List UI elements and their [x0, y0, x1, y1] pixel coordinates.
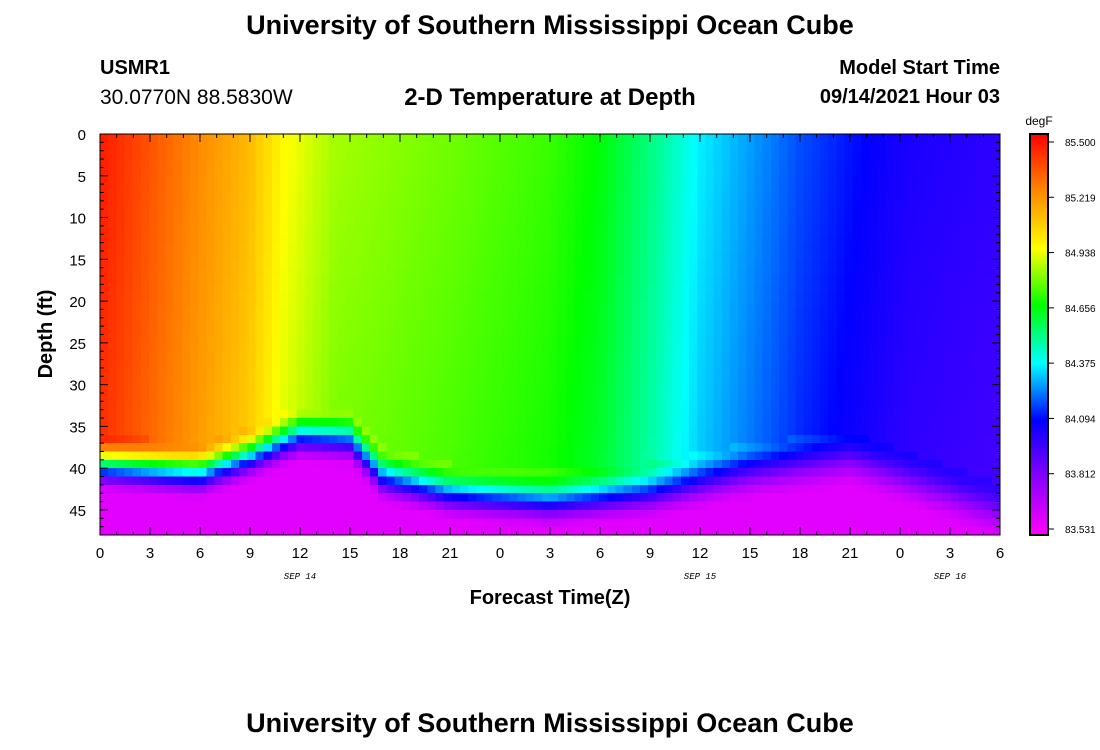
y-axis: 0 5 10 15 20 25 30 35 40 45 — [69, 127, 1000, 536]
x-tick-label: 9 — [246, 545, 254, 562]
colorbar-tick-label: 83.531 — [1065, 525, 1096, 536]
heatmap-image — [100, 134, 1000, 535]
date-label: SEP 15 — [684, 572, 717, 582]
y-tick-label: 25 — [69, 336, 86, 353]
y-tick-label: 30 — [69, 378, 86, 395]
colorbar-ticks: 85.500 85.219 84.938 84.656 84.375 84.094 83.8… — [1048, 138, 1096, 536]
date-label: SEP 14 — [284, 572, 316, 582]
colorbar-unit: degF — [1025, 114, 1052, 128]
x-tick-label: 21 — [842, 545, 859, 562]
colorbar-tick-label: 84.375 — [1065, 359, 1096, 370]
colorbar-fill — [1029, 133, 1049, 536]
station-id: USMR1 — [100, 57, 171, 79]
x-tick-label: 9 — [646, 545, 654, 562]
model-start-value: 09/14/2021 Hour 03 — [819, 86, 1000, 108]
station-coordinates: 30.0770N 88.5830W — [100, 86, 293, 109]
y-tick-label: 20 — [69, 294, 86, 311]
x-axis: 0 3 6 9 12 15 18 21 0 3 6 9 12 15 18 21 0 3 6 — [96, 134, 1004, 562]
model-start-label: Model Start Time — [839, 57, 1000, 79]
colorbar: degF — [1025, 114, 1053, 536]
y-tick-label: 35 — [69, 419, 86, 436]
colorbar-tick-label: 84.094 — [1065, 414, 1096, 425]
x-tick-label: 6 — [996, 545, 1004, 562]
footer-title: University of Southern Mississippi Ocean… — [246, 708, 854, 738]
x-tick-label: 3 — [146, 545, 154, 562]
y-tick-label: 45 — [69, 503, 86, 520]
date-label: SEP 16 — [934, 572, 967, 582]
x-tick-label: 0 — [896, 545, 904, 562]
colorbar-tick-label: 85.500 — [1065, 138, 1096, 149]
colorbar-tick-label: 84.656 — [1065, 304, 1096, 315]
x-tick-label: 21 — [442, 545, 459, 562]
x-tick-label: 15 — [342, 545, 359, 562]
x-tick-label: 0 — [96, 545, 104, 562]
colorbar-tick-label: 84.938 — [1065, 249, 1096, 260]
x-tick-label: 0 — [496, 545, 504, 562]
date-labels: SEP 14 SEP 15 SEP 16 — [284, 572, 967, 582]
y-tick-label: 0 — [78, 127, 86, 144]
main-title: University of Southern Mississippi Ocean… — [246, 10, 854, 40]
y-tick-label: 40 — [69, 461, 86, 478]
x-tick-label: 18 — [792, 545, 809, 562]
y-tick-label: 5 — [78, 169, 86, 186]
x-tick-label: 12 — [292, 545, 309, 562]
x-tick-label: 3 — [946, 545, 954, 562]
colorbar-tick-label: 85.219 — [1065, 193, 1096, 204]
y-tick-label: 15 — [69, 252, 86, 269]
y-axis-label: Depth (ft) — [35, 290, 57, 379]
x-tick-label: 15 — [742, 545, 759, 562]
y-tick-label: 10 — [69, 211, 86, 228]
x-tick-label: 12 — [692, 545, 709, 562]
x-tick-label: 6 — [596, 545, 604, 562]
x-tick-label: 18 — [392, 545, 409, 562]
plot-title: 2-D Temperature at Depth — [404, 84, 696, 111]
x-axis-label: Forecast Time(Z) — [470, 587, 631, 609]
x-tick-label: 6 — [196, 545, 204, 562]
x-tick-label: 3 — [546, 545, 554, 562]
colorbar-tick-label: 83.812 — [1065, 470, 1096, 481]
